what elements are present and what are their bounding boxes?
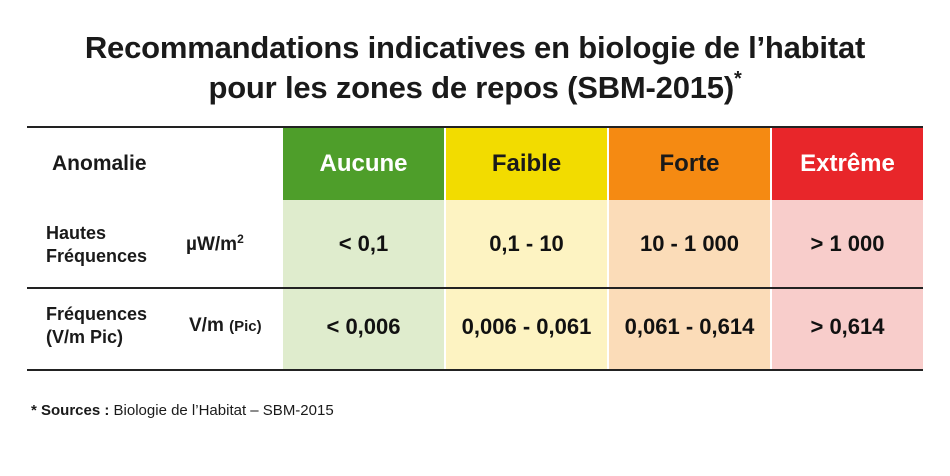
- table-top-rule: [27, 126, 923, 128]
- page-subtitle-text: pour les zones de repos (SBM-2015): [208, 70, 734, 105]
- row-freq-label: Fréquences (V/m Pic): [46, 303, 147, 349]
- header-faible: Faible: [446, 128, 607, 200]
- row-freq-label-line2: (V/m Pic): [46, 327, 124, 347]
- row-divider: [27, 287, 923, 289]
- value-hf-extreme: > 1 000: [810, 231, 885, 256]
- column-bg-aucune: [283, 200, 444, 370]
- header-forte: Forte: [609, 128, 770, 200]
- header-aucune-label: Aucune: [319, 150, 408, 177]
- header-faible-label: Faible: [491, 150, 562, 177]
- row-hf-unit: µW/m2: [186, 232, 244, 256]
- page-title: Recommandations indicatives en biologie …: [84, 30, 866, 65]
- header-aucune: Aucune: [283, 128, 444, 200]
- row-freq-unit: V/m (Pic): [189, 315, 262, 337]
- row-hf-unit-sup: 2: [237, 232, 244, 246]
- value-freq-extreme: > 0,614: [810, 314, 885, 339]
- footnote-label: * Sources :: [31, 402, 110, 419]
- row-freq-unit-small: (Pic): [229, 318, 262, 335]
- row-hf-unit-text: µW/m: [186, 234, 238, 255]
- row-freq-unit-text: V/m: [189, 315, 224, 336]
- footnote: * Sources : Biologie de l’Habitat – SBM-…: [31, 402, 334, 419]
- column-bg-extreme: [772, 200, 923, 370]
- value-hf-aucune: < 0,1: [338, 231, 389, 256]
- row-freq-label-line1: Fréquences: [46, 304, 148, 324]
- header-forte-label: Forte: [659, 150, 720, 177]
- page-subtitle: pour les zones de repos (SBM-2015)*: [0, 69, 950, 107]
- header-extreme: Extrême: [772, 128, 923, 200]
- header-extreme-label: Extrême: [800, 150, 895, 177]
- value-hf-faible: 0,1 - 10: [489, 231, 564, 256]
- value-freq-faible: 0,006 - 0,061: [461, 314, 592, 339]
- title-asterisk: *: [733, 68, 742, 90]
- row-hf-label-line2: Fréquences: [46, 246, 148, 266]
- value-hf-forte: 10 - 1 000: [639, 231, 740, 256]
- column-bg-forte: [609, 200, 770, 370]
- value-freq-forte: 0,061 - 0,614: [624, 314, 755, 339]
- column-bg-faible: [446, 200, 607, 370]
- footnote-text: Biologie de l’Habitat – SBM-2015: [109, 402, 334, 419]
- row-hf-label: Hautes Fréquences: [46, 222, 147, 268]
- row-hf-label-line1: Hautes: [46, 223, 107, 243]
- value-freq-aucune: < 0,006: [326, 314, 401, 339]
- table-bottom-rule: [27, 369, 923, 371]
- header-anomalie: Anomalie: [52, 152, 147, 175]
